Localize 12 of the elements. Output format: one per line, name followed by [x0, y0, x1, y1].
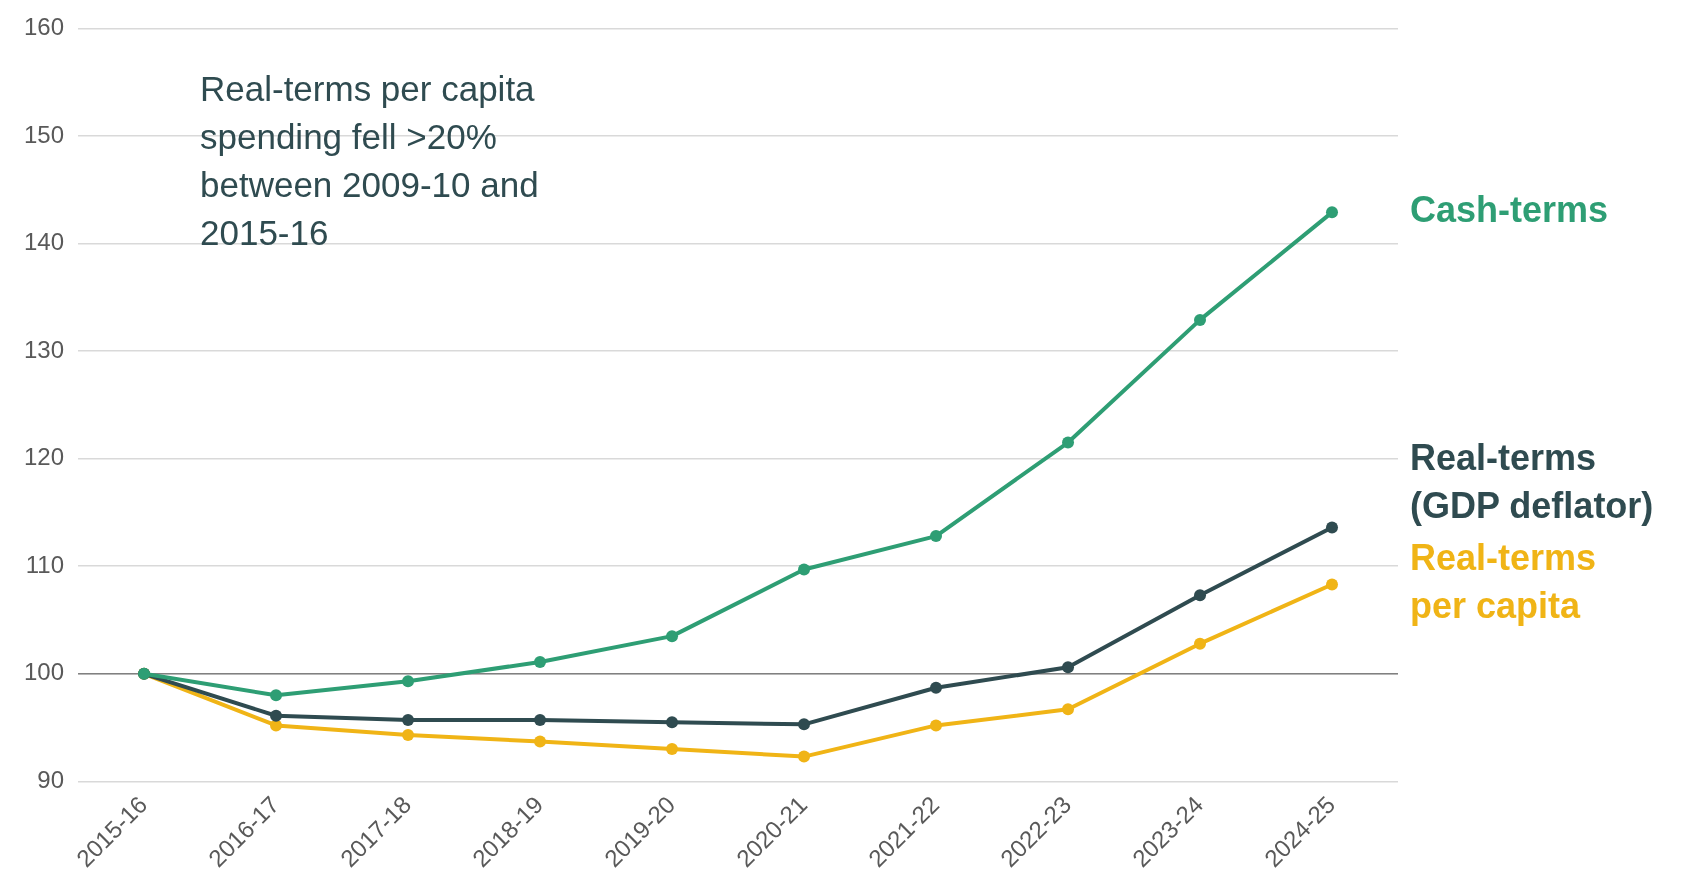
text: Real-terms (GDP deflator)	[1410, 437, 1654, 527]
y-tick-label: 130	[24, 335, 65, 363]
text: Real-terms per capita	[1410, 537, 1597, 627]
y-tick-label: 140	[24, 228, 65, 256]
y-tick-label: 90	[37, 765, 65, 793]
y-tick-label: 100	[24, 658, 65, 686]
y-tick-label: 160	[24, 13, 65, 41]
y-tick-label: 110	[25, 550, 65, 578]
text: Cash-terms	[1410, 189, 1609, 231]
y-tick-label: 150	[24, 120, 65, 148]
y-tick-label: 120	[24, 443, 65, 471]
annotation: Real-terms per capita spending fell >20% between 2009-10 and 2015-16	[200, 68, 539, 252]
